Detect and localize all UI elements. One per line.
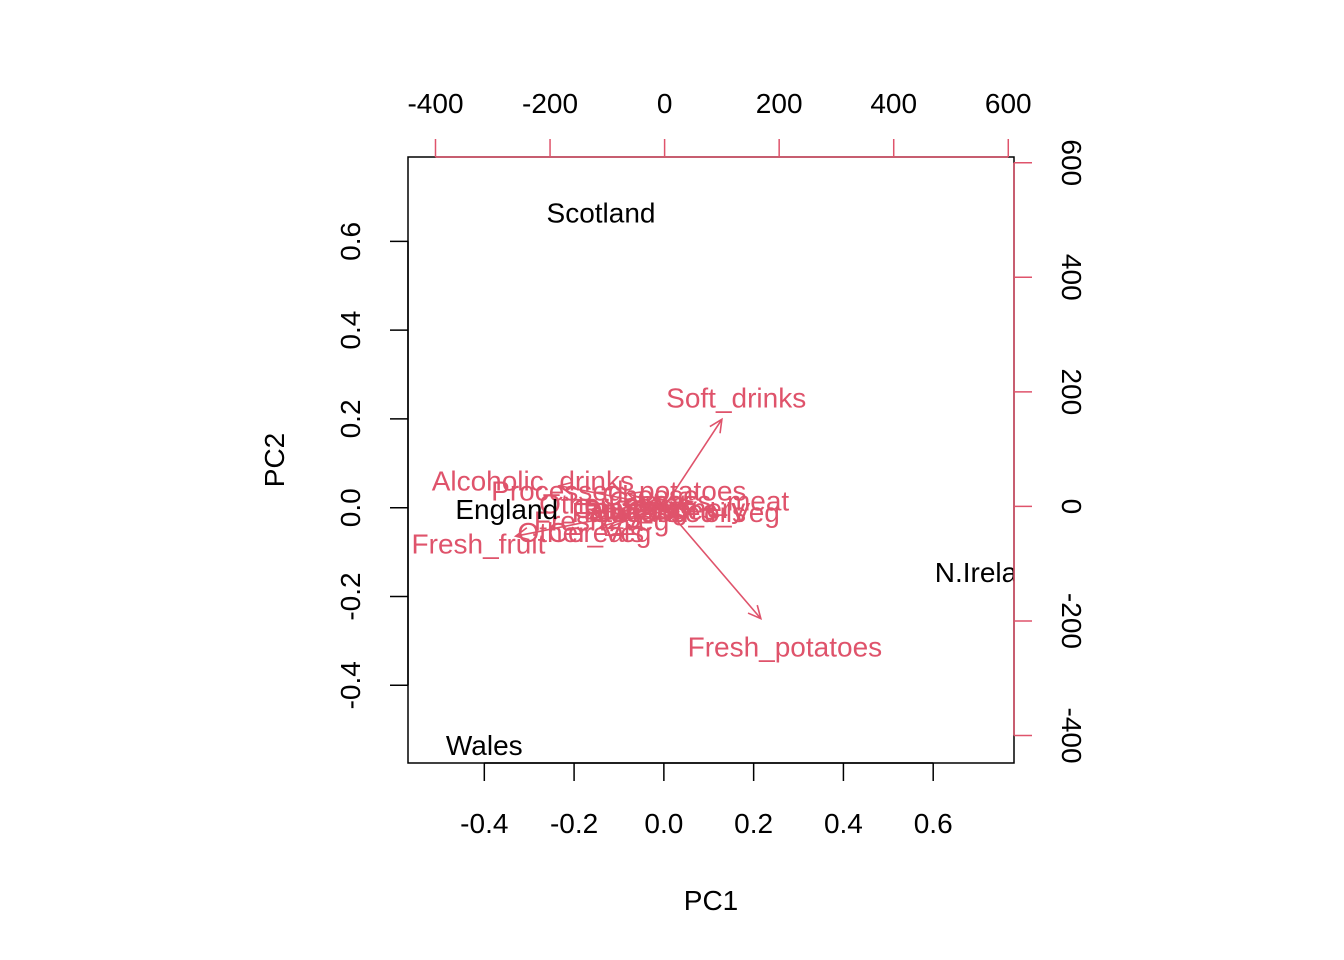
loading-arrow-head: [607, 516, 624, 530]
y-axis-left: -0.4 -0.2 0.0 0.2 0.4 0.6: [335, 222, 409, 709]
observation-label-n-ireland: N.Ireland: [935, 557, 1049, 588]
loading-label: Beverages: [583, 494, 717, 525]
loading-label: Confectionery: [572, 493, 745, 524]
x-axis-label: PC1: [684, 885, 738, 916]
observations-layer: England Wales Scotland N.Ireland: [446, 197, 1049, 761]
y-tick-label: 0.6: [335, 222, 366, 261]
loading-arrow-head: [513, 527, 530, 541]
top-tick-label: 200: [756, 88, 803, 119]
loading-processed-veg: Processed_Veg: [584, 497, 780, 528]
loading-fresh-potatoes: Fresh_potatoes: [663, 505, 883, 663]
right-tick-label: 0: [1056, 499, 1087, 515]
top-tick-label: 400: [870, 88, 917, 119]
loading-arrow-shaft: [663, 505, 762, 620]
plot-frame: [407, 156, 1015, 764]
loading-arrow-shaft: [664, 505, 679, 512]
top-tick-label: 600: [985, 88, 1032, 119]
x-axis-top-loadings: -400 -200 0 200 400 600: [407, 88, 1032, 158]
loading-arrow-head: [658, 497, 674, 511]
y-axis-label: PC2: [259, 433, 290, 487]
y-tick-label: 0.4: [335, 311, 366, 350]
x-tick-label: 0.6: [914, 808, 953, 839]
x-tick-label: 0.2: [734, 808, 773, 839]
right-tick-label: 600: [1056, 139, 1087, 186]
right-tick-label: 400: [1056, 254, 1087, 301]
loading-arrow-head: [598, 516, 615, 530]
right-tick-label: 200: [1056, 368, 1087, 415]
x-tick-label: -0.2: [550, 808, 598, 839]
loading-label: Processed_potatoes: [491, 475, 746, 506]
loading-fresh-fruit: Fresh_fruit: [412, 505, 665, 560]
top-tick-label: -400: [407, 88, 463, 119]
loading-label: Fresh_fruit: [412, 529, 546, 560]
loading-arrow-head: [678, 497, 694, 511]
loading-arrow-head: [747, 604, 763, 621]
y-tick-label: -0.4: [335, 661, 366, 709]
loading-arrow-shaft: [515, 505, 665, 537]
loading-arrow-shaft: [664, 501, 693, 508]
loading-arrow-head: [664, 500, 681, 514]
right-tick-label: -200: [1056, 593, 1087, 649]
x-tick-label: 0.4: [824, 808, 863, 839]
loading-label: Cereals: [548, 517, 644, 548]
observation-label-wales: Wales: [446, 730, 523, 761]
loading-arrow-head: [651, 499, 667, 513]
top-tick-label: -200: [522, 88, 578, 119]
loading-soft-drinks: Soft_drinks: [663, 383, 806, 507]
loading-arrow-shaft: [559, 484, 665, 508]
loading-arrow-head: [709, 417, 723, 434]
x-tick-label: -0.4: [460, 808, 508, 839]
loading-fresh-veg: Fresh_Veg: [534, 505, 669, 537]
right-tick-label: -400: [1056, 707, 1087, 763]
loading-arrow-head: [557, 481, 573, 495]
y-tick-label: 0.2: [335, 399, 366, 438]
y-axis-right-loadings: -400 -200 0 200 400 600: [1013, 139, 1087, 764]
loading-label: Soft_drinks: [666, 383, 806, 414]
loading-confectionery: Confectionery: [572, 493, 745, 524]
loading-beverages: Beverages: [583, 494, 717, 525]
loading-label: Alcoholic_drinks: [432, 466, 634, 497]
loading-alcoholic-drinks: Alcoholic_drinks: [432, 466, 665, 508]
top-tick-label: 0: [657, 88, 673, 119]
y-tick-label: -0.2: [335, 572, 366, 620]
x-tick-label: 0.0: [644, 808, 683, 839]
observation-label-england: England: [455, 494, 558, 525]
observation-label-scotland: Scotland: [547, 197, 656, 228]
loading-label: Processed_Veg: [584, 497, 780, 528]
loading-label: Fresh_Veg: [534, 506, 669, 537]
loading-label: Fresh_potatoes: [688, 632, 883, 663]
y-tick-label: 0.0: [335, 488, 366, 527]
x-axis-bottom: -0.4 -0.2 0.0 0.2 0.4 0.6: [460, 762, 953, 839]
loading-label: Fats_and_oils: [572, 497, 746, 528]
loading-arrow-shaft: [663, 418, 723, 507]
loading-vectors-layer: CheeseCarcass_meatOther_meatFishFats_and…: [412, 383, 883, 663]
